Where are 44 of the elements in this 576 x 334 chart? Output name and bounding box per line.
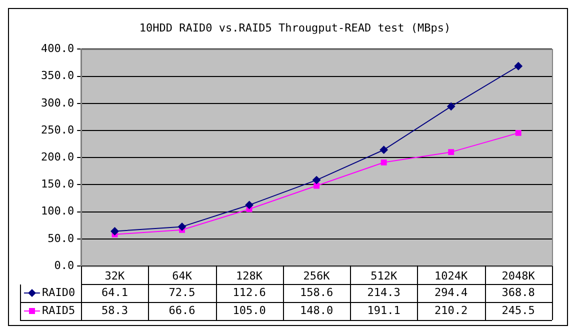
x-tick-label: 64K (172, 269, 192, 282)
y-tick-label: 400.0 (40, 42, 74, 56)
point (447, 102, 456, 110)
point (110, 227, 119, 236)
data-label: 158.6 (300, 286, 334, 299)
data-label: 148.0 (300, 304, 334, 317)
y-tick-label: 250.0 (40, 123, 74, 136)
point (314, 182, 320, 189)
y-tick-label: 350.0 (40, 69, 74, 82)
data-label: 294.4 (434, 286, 468, 299)
x-tick-label: 128K (236, 269, 263, 282)
point (178, 222, 186, 231)
data-label: 191.1 (367, 304, 400, 317)
x-tick-label: 512K (370, 269, 398, 282)
data-label: 58.3 (102, 304, 128, 317)
data-label: 66.6 (168, 304, 196, 317)
data-label: 112.6 (232, 286, 266, 299)
y-tick-label: 200.0 (40, 150, 74, 164)
point (245, 200, 254, 209)
point (515, 130, 522, 136)
data-label: 368.8 (502, 286, 535, 299)
data-label: 245.5 (502, 304, 535, 317)
y-tick-label: 0.0 (54, 258, 74, 272)
y-tick-label: 300.0 (40, 96, 74, 110)
point (448, 149, 454, 156)
point (380, 146, 388, 154)
x-tick-label: 256K (303, 269, 330, 282)
legend-label: RAID0 (42, 286, 76, 299)
data-label: 72.5 (168, 286, 196, 299)
point (380, 159, 387, 166)
point (514, 62, 522, 70)
data-label: 210.2 (434, 304, 468, 317)
x-tick-label: 1024K (434, 269, 468, 282)
x-tick-label: 32K (104, 269, 126, 282)
data-label: 214.3 (367, 286, 400, 299)
x-tick-label: 2048K (502, 269, 536, 282)
legend-label: RAID5 (42, 304, 76, 317)
data-label: 64.1 (102, 286, 128, 299)
point (312, 176, 321, 184)
y-tick-label: 100.0 (40, 204, 74, 218)
chart-title: 10HDD RAID0 vs.RAID5 Througput-READ test (MBps) (139, 21, 451, 34)
y-tick-label: 150.0 (40, 178, 74, 191)
data-label: 105.0 (232, 304, 266, 317)
y-tick-label: 50.0 (48, 232, 74, 245)
